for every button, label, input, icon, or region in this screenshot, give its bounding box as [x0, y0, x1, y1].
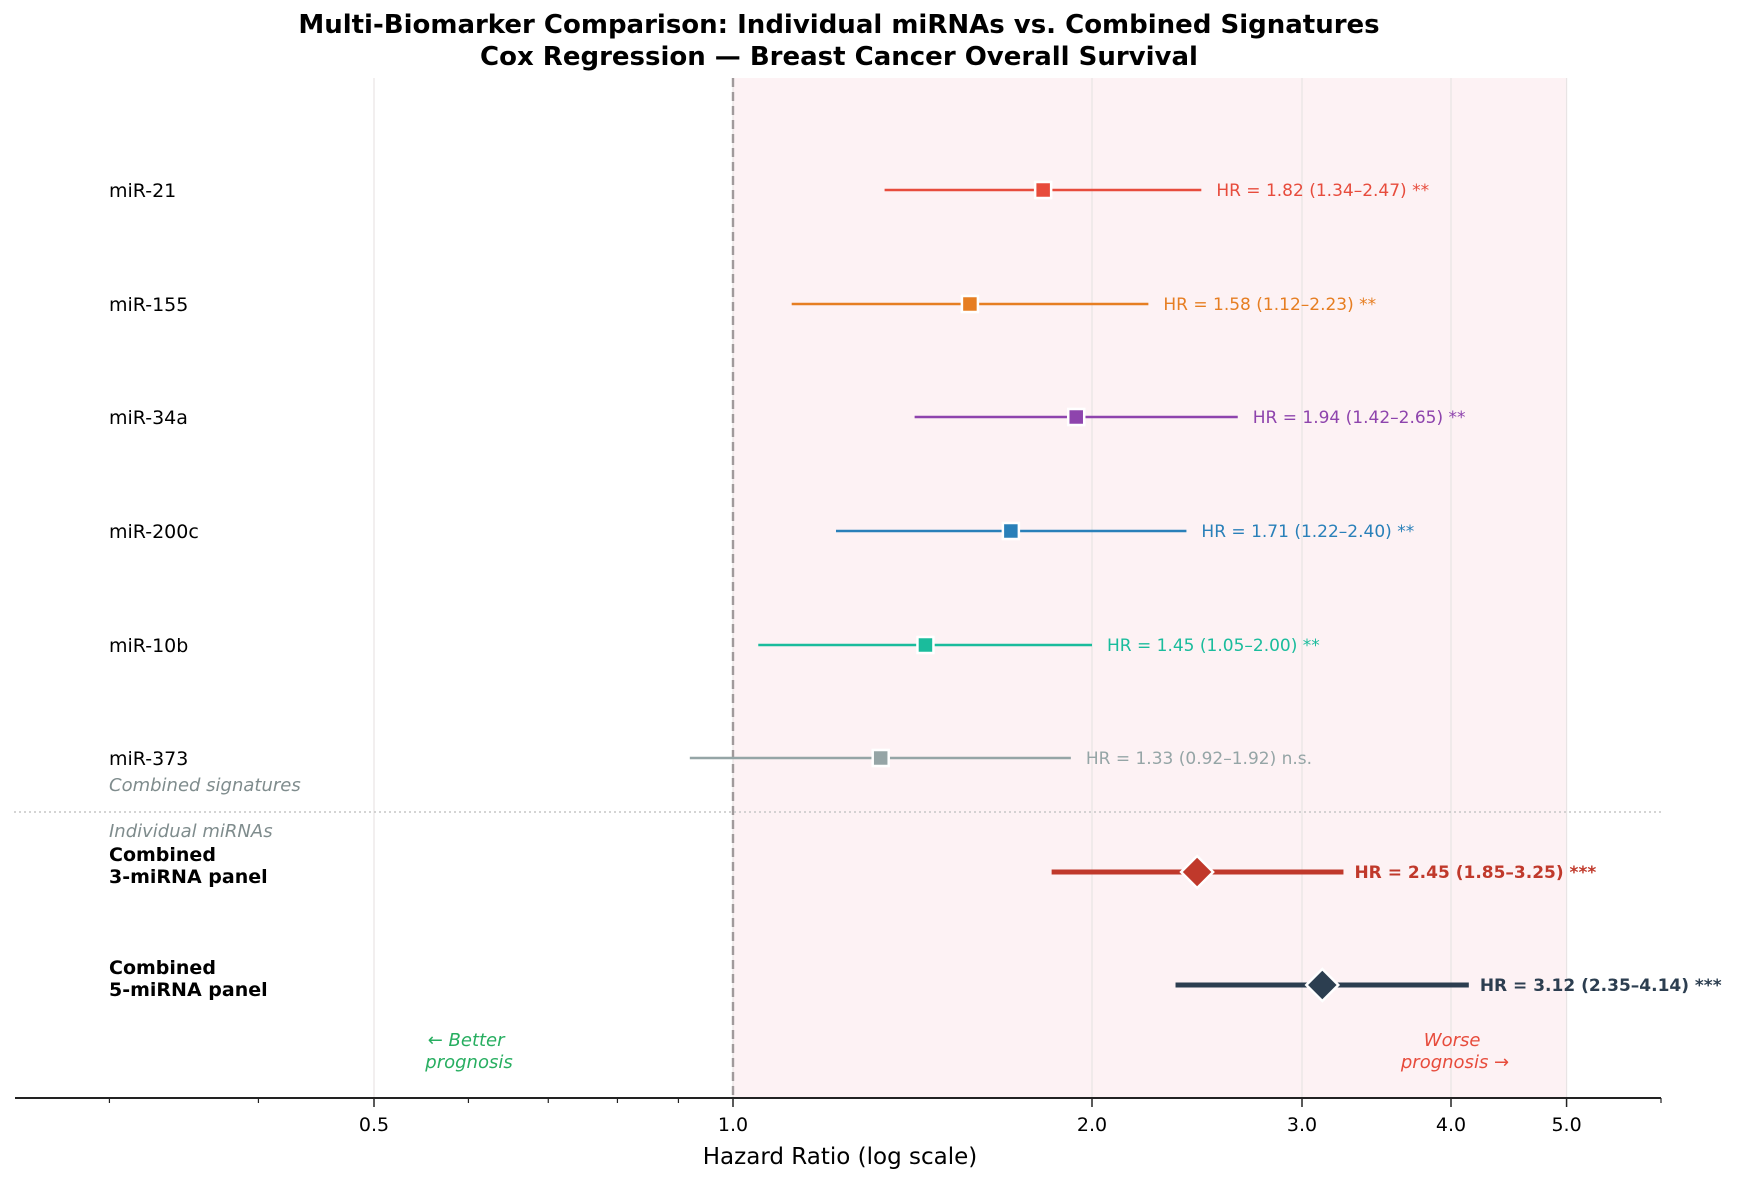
shaded-region-rect — [733, 78, 1567, 1098]
tick-label: 2.0 — [1077, 1114, 1107, 1136]
hr-value-label: HR = 1.33 (0.92–1.92) n.s. — [1086, 749, 1312, 769]
hr-value-label: HR = 1.45 (1.05–2.00) ** — [1107, 636, 1320, 656]
better-prognosis-line1: ← Better — [428, 1030, 506, 1051]
forest-rows: miR-21 HR = 1.82 (1.34–2.47) ** miR-155 HR … — [109, 180, 1722, 1003]
row-label-line: 5-miRNA panel — [109, 979, 268, 1001]
row-label-line: Combined — [109, 957, 216, 979]
row-label: miR-21 — [109, 180, 176, 202]
tick-label: 3.0 — [1287, 1114, 1317, 1136]
square-marker — [1001, 521, 1021, 541]
x-axis: 0.5 1.0 2.0 3.0 4.0 5.0 — [15, 1097, 1662, 1136]
square-marker — [916, 635, 935, 655]
forest-row: miR-200c HR = 1.71 (1.22–2.40) ** — [109, 521, 1414, 543]
section-label-individual: Individual miRNAs — [109, 821, 273, 842]
row-label-line: 3-miRNA panel — [109, 866, 268, 888]
forest-row: miR-373 HR = 1.33 (0.92–1.92) n.s. — [109, 748, 1312, 770]
row-label: miR-10b — [109, 635, 188, 657]
row-label: miR-155 — [109, 294, 188, 316]
row-label-line: Combined — [109, 844, 216, 866]
diamond-marker — [1179, 854, 1215, 890]
forest-row: miR-21 HR = 1.82 (1.34–2.47) ** — [109, 180, 1429, 202]
row-label: Combined 5-miRNA panel — [109, 957, 268, 1001]
hr-value-label: HR = 2.45 (1.85–3.25) *** — [1354, 863, 1596, 883]
row-label: miR-200c — [109, 521, 199, 543]
square-marker — [1066, 407, 1086, 427]
forest-row: miR-10b HR = 1.45 (1.05–2.00) ** — [109, 635, 1320, 657]
worse-prognosis-line2: prognosis → — [1400, 1052, 1509, 1073]
tick-label: 5.0 — [1551, 1114, 1581, 1136]
diamond-marker — [1304, 967, 1341, 1003]
hr-value-label: HR = 1.71 (1.22–2.40) ** — [1201, 522, 1414, 542]
hr-value-label: HR = 1.58 (1.12–2.23) ** — [1163, 295, 1376, 315]
square-marker — [871, 748, 890, 768]
square-marker — [960, 294, 980, 314]
x-gridlines — [373, 78, 1568, 1098]
x-axis-label: Hazard Ratio (log scale) — [703, 1144, 977, 1170]
forest-row: Combined 5-miRNA panel HR = 3.12 (2.35–4.1… — [109, 957, 1722, 1003]
forest-row: miR-34a HR = 1.94 (1.42–2.65) ** — [109, 407, 1466, 429]
better-prognosis-label: ← Better prognosis — [424, 1030, 512, 1073]
chart-title-line2: Cox Regression — Breast Cancer Overall S… — [480, 42, 1198, 72]
hr-value-label: HR = 3.12 (2.35–4.14) *** — [1480, 976, 1722, 996]
better-prognosis-line2: prognosis — [424, 1052, 512, 1073]
annotations: Combined signatures Individual miRNAs ← … — [109, 775, 1509, 1073]
hr-value-label: HR = 1.82 (1.34–2.47) ** — [1216, 181, 1429, 201]
worse-prognosis-label: Worse prognosis → — [1400, 1030, 1509, 1073]
tick-label: 0.5 — [359, 1114, 389, 1136]
forest-row: miR-155 HR = 1.58 (1.12–2.23) ** — [109, 294, 1376, 316]
worse-prognosis-line1: Worse — [1424, 1030, 1481, 1051]
row-label: Combined 3-miRNA panel — [109, 844, 268, 888]
square-marker — [1033, 180, 1053, 200]
forest-row: Combined 3-miRNA panel HR = 2.45 (1.85–3.2… — [109, 844, 1596, 890]
tick-label: 1.0 — [718, 1114, 748, 1136]
chart-title-line1: Multi-Biomarker Comparison: Individual m… — [298, 10, 1380, 40]
row-label: miR-373 — [109, 748, 188, 770]
worse-prognosis-shaded-region — [733, 78, 1567, 1098]
chart-title: Multi-Biomarker Comparison: Individual m… — [0, 9, 1678, 73]
hr-value-label: HR = 1.94 (1.42–2.65) ** — [1253, 408, 1466, 428]
row-label: miR-34a — [109, 407, 188, 429]
tick-label: 4.0 — [1436, 1114, 1466, 1136]
section-label-combined: Combined signatures — [109, 775, 301, 796]
